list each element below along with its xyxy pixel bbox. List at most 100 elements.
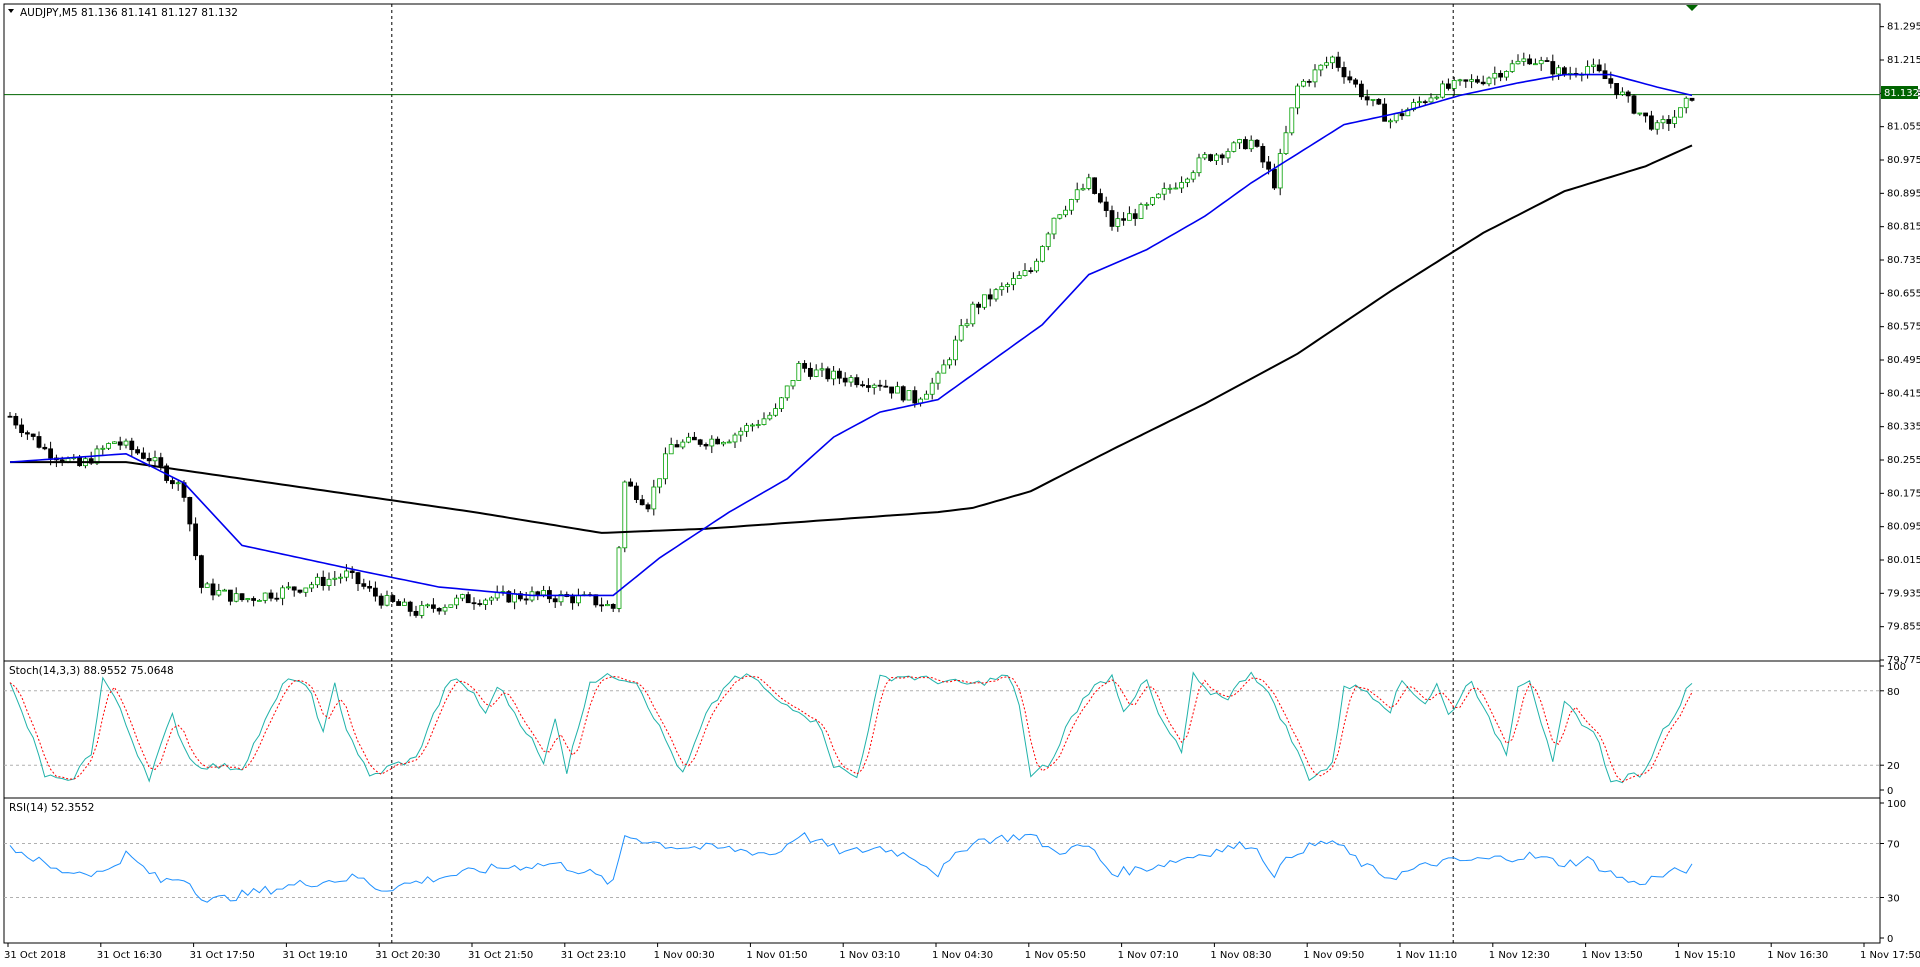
price-tick-label: 79.935 — [1887, 588, 1920, 599]
bull-candle — [1057, 214, 1063, 219]
time-tick-label: 1 Nov 01:50 — [746, 950, 807, 961]
bear-candle — [883, 385, 889, 388]
bear-candle — [430, 604, 436, 609]
bull-candle — [1509, 63, 1515, 72]
bull-candle — [309, 584, 315, 589]
bull-candle — [964, 323, 970, 327]
bull-candle — [1417, 101, 1422, 104]
price-tick-label: 80.175 — [1887, 488, 1920, 499]
bull-candle — [442, 606, 448, 612]
indicator-lines — [9, 73, 1693, 903]
bear-candle — [1364, 96, 1370, 101]
rsi-tick-label: 0 — [1887, 934, 1893, 945]
bull-candle — [1428, 97, 1434, 103]
time-tick-label: 31 Oct 2018 — [4, 950, 66, 961]
bear-candle — [808, 367, 813, 377]
bear-candle — [552, 598, 558, 603]
symbol-dropdown-icon[interactable] — [8, 9, 14, 13]
rsi-panel[interactable] — [3, 797, 1881, 944]
bear-candle — [30, 433, 36, 437]
bull-candle — [1150, 197, 1155, 205]
bear-candle — [24, 432, 30, 435]
bear-candle — [1103, 201, 1109, 211]
bear-candle — [239, 593, 245, 601]
rsi-label: RSI(14) 52.3552 — [9, 802, 94, 814]
bull-candle — [558, 594, 564, 603]
bull-candle — [813, 369, 819, 377]
bull-candle — [651, 486, 657, 510]
bear-candle — [198, 555, 204, 588]
bull-candle — [947, 359, 952, 366]
bear-candle — [471, 602, 477, 605]
bear-candle — [1544, 60, 1550, 62]
bear-candle — [1382, 103, 1387, 122]
bear-candle — [628, 481, 633, 487]
bear-candle — [715, 438, 720, 445]
bull-candle — [123, 440, 129, 446]
bull-candle — [709, 438, 715, 447]
bull-candle — [1011, 278, 1016, 286]
bull-candle — [303, 587, 309, 593]
bull-candle — [755, 424, 761, 426]
current-price-badge — [1881, 86, 1918, 99]
price-tick-label: 79.775 — [1887, 655, 1920, 666]
stoch-panel[interactable] — [3, 660, 1881, 799]
bull-candle — [941, 364, 947, 374]
bull-candle — [1214, 154, 1219, 161]
bull-candle — [1393, 113, 1399, 122]
bull-candle — [1069, 199, 1074, 211]
time-tick-label: 31 Oct 20:30 — [375, 950, 440, 961]
bull-candle — [233, 593, 239, 602]
bear-candle — [117, 441, 123, 446]
bull-candle — [338, 576, 344, 579]
bull-candle — [796, 363, 802, 381]
bear-candle — [1254, 139, 1260, 147]
bull-candle — [929, 382, 935, 395]
bull-candle — [1005, 284, 1010, 288]
bear-candle — [251, 598, 257, 601]
bear-candle — [900, 386, 906, 401]
bear-candle — [1422, 101, 1428, 104]
price-tick-label: 80.655 — [1887, 288, 1920, 299]
bull-candle — [1486, 77, 1492, 85]
bull-candle — [1190, 172, 1196, 180]
time-tick-label: 31 Oct 17:50 — [190, 950, 255, 961]
bull-candle — [1469, 79, 1474, 82]
bull-candle — [204, 583, 210, 588]
time-tick-label: 1 Nov 00:30 — [654, 950, 715, 961]
bear-candle — [465, 594, 471, 604]
time-tick-label: 1 Nov 16:30 — [1767, 950, 1828, 961]
bear-candle — [674, 444, 680, 448]
bull-candle — [1301, 80, 1306, 87]
bull-candle — [1127, 213, 1132, 221]
bear-candle — [1098, 193, 1103, 203]
bull-candle — [1115, 218, 1121, 227]
bear-candle — [1475, 79, 1480, 83]
price-tick-label: 80.335 — [1887, 422, 1920, 433]
bull-candle — [668, 444, 674, 455]
bull-candle — [935, 372, 941, 384]
bear-candle — [1306, 80, 1312, 83]
stoch-signal-line — [9, 675, 1693, 783]
bear-candle — [297, 589, 303, 593]
bear-candle — [1335, 56, 1341, 68]
bull-candle — [262, 592, 268, 601]
fast-moving-average-line — [9, 73, 1693, 597]
bull-candle — [1533, 63, 1538, 66]
bear-candle — [825, 368, 831, 380]
time-tick-label: 31 Oct 16:30 — [97, 950, 162, 961]
chart-shift-arrow-icon[interactable] — [1686, 5, 1698, 11]
time-tick-label: 1 Nov 08:30 — [1210, 950, 1271, 961]
price-tick-label: 80.495 — [1887, 355, 1920, 366]
bear-candle — [703, 444, 709, 447]
bear-candle — [1359, 83, 1364, 98]
bull-candle — [831, 370, 836, 380]
price-panel[interactable] — [3, 3, 1881, 662]
bull-candle — [744, 425, 749, 432]
stoch-main-line — [9, 671, 1693, 784]
bull-candle — [576, 595, 581, 604]
bear-candle — [1666, 119, 1672, 124]
bull-candle — [657, 478, 662, 488]
bear-candle — [291, 586, 297, 591]
